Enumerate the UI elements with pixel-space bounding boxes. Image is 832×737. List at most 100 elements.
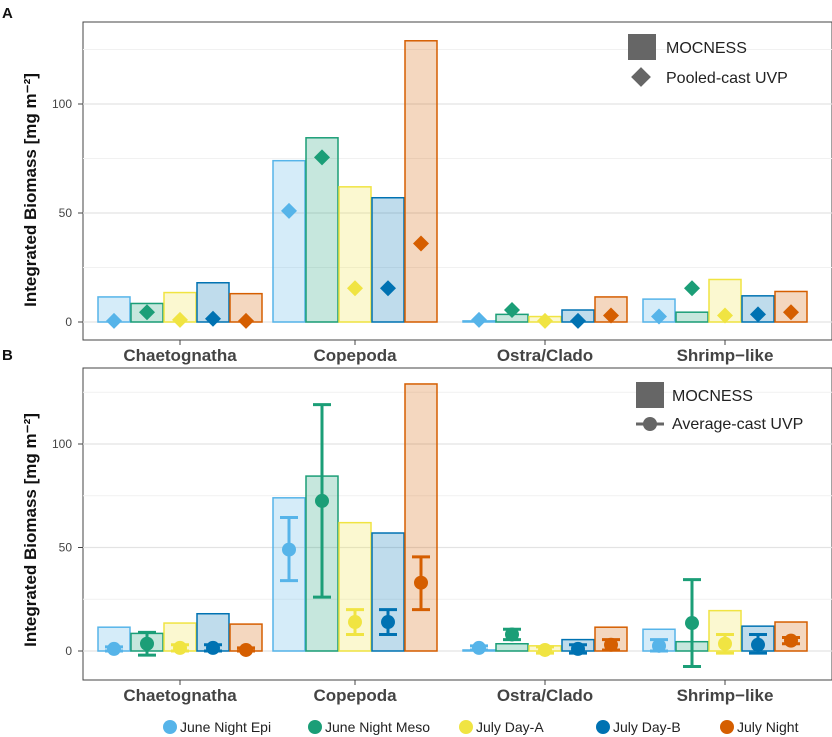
panel-b-uvp-errorbars — [105, 403, 800, 669]
legend-item: July Night — [720, 719, 799, 735]
y-tick-label: 0 — [65, 644, 72, 658]
uvp-errorbar — [569, 641, 587, 656]
x-tick-label: Shrimp−like — [677, 686, 774, 705]
legend-swatch-icon — [720, 720, 734, 734]
panel-b: B Integrated Biomass [mg m⁻²] 0 50 100 Cha… — [2, 347, 832, 705]
panel-b-y-axis-label: Integrated Biomass [mg m⁻²] — [21, 413, 40, 647]
uvp-diamond-marker — [570, 312, 586, 329]
uvp-mean-point — [381, 615, 395, 630]
panel-a-letter: A — [2, 5, 13, 22]
uvp-mean-point — [604, 637, 618, 652]
legend-swatch-icon — [459, 720, 473, 734]
y-tick-label: 50 — [59, 541, 73, 555]
uvp-mean-point — [571, 641, 585, 656]
uvp-errorbar — [105, 641, 123, 656]
uvp-mean-point — [282, 542, 296, 557]
uvp-errorbar — [536, 642, 554, 657]
uvp-diamond-marker — [684, 280, 700, 297]
uvp-errorbar — [346, 608, 364, 636]
legend-b-mocness-swatch — [636, 382, 664, 408]
legend-diamond-marker-icon — [631, 67, 651, 87]
legend-label: June Night Epi — [180, 719, 271, 735]
x-tick-label: Ostra/Clado — [497, 686, 593, 705]
uvp-diamond-marker — [106, 312, 122, 329]
panel-b-y-ticks: 0 50 100 — [52, 437, 83, 658]
legend-item: June Night Epi — [163, 719, 271, 735]
uvp-diamond-marker — [172, 311, 188, 328]
uvp-diamond-marker — [281, 202, 297, 219]
y-tick-label: 100 — [52, 97, 72, 111]
bar — [338, 186, 372, 323]
uvp-errorbar — [204, 640, 222, 655]
series-legend: June Night Epi June Night Meso July Day-A J… — [163, 719, 799, 735]
bar — [594, 296, 628, 323]
bar — [495, 643, 529, 652]
uvp-errorbar — [412, 555, 430, 612]
uvp-errorbar — [138, 630, 156, 657]
uvp-diamond-marker — [603, 307, 619, 324]
uvp-mean-point — [173, 640, 187, 655]
uvp-errorbar — [237, 642, 255, 657]
panel-a-x-ticks: Chaetognatha Copepoda Ostra/Clado Shrimp−li… — [123, 340, 773, 365]
panel-b-x-ticks: Chaetognatha Copepoda Ostra/Clado Shrimp−li… — [123, 680, 773, 705]
uvp-mean-point — [784, 633, 798, 648]
uvp-mean-point — [107, 641, 121, 656]
legend-b-mocness-label: MOCNESS — [672, 388, 753, 405]
legend-item: July Day-B — [596, 719, 681, 735]
uvp-diamond-marker — [205, 310, 221, 327]
uvp-diamond-marker — [413, 235, 429, 252]
legend-mocness-swatch — [628, 34, 656, 60]
legend-b-average-uvp-label: Average-cast UVP — [672, 416, 803, 433]
uvp-mean-point — [206, 640, 220, 655]
legend-swatch-icon — [308, 720, 322, 734]
uvp-diamond-marker — [504, 302, 520, 319]
uvp-diamond-marker — [537, 312, 553, 329]
uvp-diamond-marker — [471, 311, 487, 328]
uvp-diamond-marker — [651, 308, 667, 325]
panel-b-legend: MOCNESS Average-cast UVP — [636, 382, 803, 433]
legend-label: July Day-A — [476, 719, 544, 735]
uvp-errorbar — [171, 640, 189, 655]
uvp-mean-point — [239, 642, 253, 657]
bar — [305, 137, 339, 323]
uvp-errorbar — [313, 403, 331, 599]
uvp-errorbar — [716, 632, 734, 655]
uvp-diamond-marker — [238, 312, 254, 329]
uvp-mean-point — [315, 493, 329, 508]
uvp-diamond-marker — [380, 280, 396, 297]
bar — [229, 292, 263, 323]
uvp-diamond-marker — [717, 307, 733, 324]
bar — [675, 311, 709, 323]
uvp-errorbar — [280, 515, 298, 583]
x-tick-label: Ostra/Clado — [497, 346, 593, 365]
uvp-errorbar — [379, 608, 397, 636]
x-tick-label: Chaetognatha — [123, 686, 237, 705]
uvp-diamond-marker — [139, 304, 155, 321]
legend-item: July Day-A — [459, 719, 544, 735]
uvp-errorbar — [650, 638, 668, 653]
bar — [272, 159, 306, 323]
uvp-diamond-marker — [783, 304, 799, 321]
panel-b-letter: B — [2, 347, 13, 364]
x-tick-label: Copepoda — [313, 346, 397, 365]
uvp-errorbar — [683, 578, 701, 669]
legend-label: July Day-B — [613, 719, 681, 735]
panel-a-bars — [97, 40, 808, 323]
uvp-mean-point — [538, 642, 552, 657]
y-tick-label: 100 — [52, 437, 72, 451]
legend-label: June Night Meso — [325, 719, 430, 735]
uvp-mean-point — [140, 636, 154, 651]
panel-b-plot-frame — [82, 367, 832, 681]
uvp-mean-point — [505, 627, 519, 642]
uvp-mean-point — [472, 640, 486, 655]
legend-swatch-icon — [163, 720, 177, 734]
bar — [371, 196, 405, 323]
uvp-mean-point — [751, 637, 765, 652]
bar — [404, 40, 438, 323]
uvp-mean-point — [348, 615, 362, 630]
legend-item: June Night Meso — [308, 719, 430, 735]
y-tick-label: 0 — [65, 315, 72, 329]
uvp-errorbar — [782, 633, 800, 648]
uvp-diamond-marker — [750, 306, 766, 323]
